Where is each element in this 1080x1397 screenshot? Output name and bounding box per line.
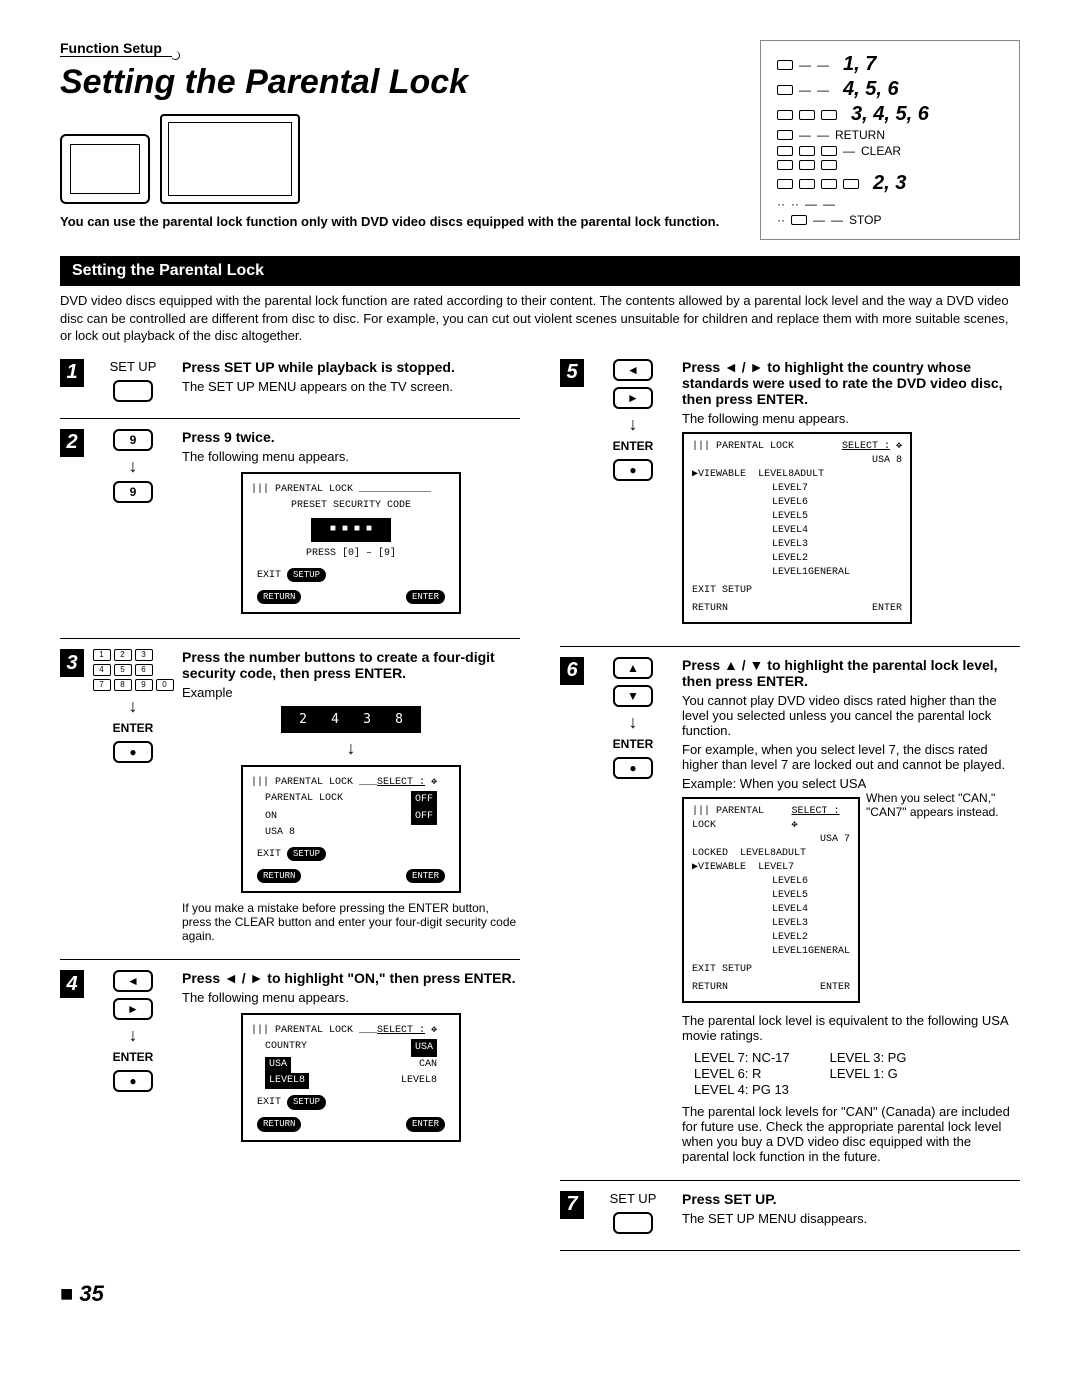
left-arrow-icon: ◄ xyxy=(113,970,153,992)
intro-text: DVD video discs equipped with the parent… xyxy=(60,292,1020,345)
step-number: 6 xyxy=(560,657,584,685)
step-6: 6 ▲ ▼ ↓ ENTER ● Press ▲ / ▼ to highlight… xyxy=(560,657,1020,1164)
step-instruction: Press SET UP while playback is stopped. xyxy=(182,359,520,375)
step-subtext: The following menu appears. xyxy=(182,990,520,1005)
step-subtext: The following menu appears. xyxy=(182,449,520,464)
enter-label: ENTER xyxy=(613,737,654,751)
step-subtext: The following menu appears. xyxy=(682,411,1020,426)
step-instruction: Press ▲ / ▼ to highlight the parental lo… xyxy=(682,657,1020,689)
arrow-down-icon: ↓ xyxy=(629,415,638,433)
step-text: For example, when you select level 7, th… xyxy=(682,742,1020,772)
menu-levels-viewable: ||| PARENTAL LOCKSELECT : ✥ USA 8 ▶VIEWA… xyxy=(682,432,912,624)
arrow-down-icon: ↓ xyxy=(129,1026,138,1044)
nine-button-icon: 9 xyxy=(113,429,153,451)
setup-label: SET UP xyxy=(110,359,157,374)
example-label: Example: When you select USA xyxy=(682,776,1020,791)
equiv-text: The parental lock level is equivalent to… xyxy=(682,1013,1020,1043)
section-label: Function Setup xyxy=(60,40,172,57)
step-instruction: Press SET UP. xyxy=(682,1191,1020,1207)
step-3: 3 123 456 7890 ↓ ENTER ● Press the numbe… xyxy=(60,649,520,943)
mistake-note: If you make a mistake before pressing th… xyxy=(182,901,520,943)
enter-button-icon: ● xyxy=(613,459,653,481)
code-example: 2438 xyxy=(281,706,421,733)
right-arrow-icon: ► xyxy=(613,387,653,409)
step-number: 4 xyxy=(60,970,84,998)
example-label: Example xyxy=(182,685,520,700)
step-2: 2 9 ↓ 9 Press 9 twice. The following men… xyxy=(60,429,520,622)
step-number: 5 xyxy=(560,359,584,387)
step-instruction: Press ◄ / ► to highlight "ON," then pres… xyxy=(182,970,520,986)
menu-parental-onoff: ||| PARENTAL LOCK ___SELECT : ✥ PARENTAL… xyxy=(241,765,461,893)
menu-preset-code: ||| PARENTAL LOCK ____________ PRESET SE… xyxy=(241,472,461,614)
numpad-icon: 123 456 7890 xyxy=(93,649,174,691)
nine-button-icon: 9 xyxy=(113,481,153,503)
step-text: You cannot play DVD video discs rated hi… xyxy=(682,693,1020,738)
header-note: You can use the parental lock function o… xyxy=(60,214,730,229)
enter-button-icon: ● xyxy=(113,1070,153,1092)
right-arrow-icon: ► xyxy=(113,998,153,1020)
can-annotation: When you select "CAN," "CAN7" appears in… xyxy=(866,791,1020,819)
ratings-table: LEVEL 7: NC-17 LEVEL 6: R LEVEL 4: PG 13… xyxy=(694,1049,1020,1098)
setup-label: SET UP xyxy=(610,1191,657,1206)
illustration xyxy=(60,114,730,204)
setup-button-icon xyxy=(613,1212,653,1234)
step-number: 7 xyxy=(560,1191,584,1219)
enter-button-icon: ● xyxy=(613,757,653,779)
step-4: 4 ◄ ► ↓ ENTER ● Press ◄ / ► to highlight… xyxy=(60,970,520,1149)
step-subtext: The SET UP MENU disappears. xyxy=(682,1211,1020,1226)
step-number: 1 xyxy=(60,359,84,387)
step-number: 3 xyxy=(60,649,84,677)
menu-country: ||| PARENTAL LOCK ___SELECT : ✥ COUNTRYU… xyxy=(241,1013,461,1141)
step-1: 1 SET UP Press SET UP while playback is … xyxy=(60,359,520,402)
left-arrow-icon: ◄ xyxy=(613,359,653,381)
enter-label: ENTER xyxy=(613,439,654,453)
enter-label: ENTER xyxy=(113,1050,154,1064)
page-title: Setting the Parental Lock xyxy=(60,63,730,102)
menu-levels-locked: ||| PARENTAL LOCKSELECT : ✥ USA 7 LOCKED… xyxy=(682,797,860,1003)
step-instruction: Press 9 twice. xyxy=(182,429,520,445)
up-arrow-icon: ▲ xyxy=(613,657,653,679)
enter-label: ENTER xyxy=(113,721,154,735)
arrow-down-icon: ↓ xyxy=(629,713,638,731)
step-subtext: The SET UP MENU appears on the TV screen… xyxy=(182,379,520,394)
step-7: 7 SET UP Press SET UP. The SET UP MENU d… xyxy=(560,1191,1020,1234)
down-arrow-icon: ▼ xyxy=(613,685,653,707)
can-note: The parental lock levels for "CAN" (Cana… xyxy=(682,1104,1020,1164)
step-5: 5 ◄ ► ↓ ENTER ● Press ◄ / ► to highlight… xyxy=(560,359,1020,630)
arrow-down-icon: ↓ xyxy=(182,739,520,757)
setup-button-icon xyxy=(113,380,153,402)
arrow-down-icon: ↓ xyxy=(129,457,138,475)
remote-reference: ——1, 7 ——4, 5, 6 3, 4, 5, 6 ——RETURN —CL… xyxy=(760,40,1020,240)
enter-button-icon: ● xyxy=(113,741,153,763)
step-number: 2 xyxy=(60,429,84,457)
page-number: 35 xyxy=(60,1281,1020,1307)
step-instruction: Press the number buttons to create a fou… xyxy=(182,649,520,681)
step-instruction: Press ◄ / ► to highlight the country who… xyxy=(682,359,1020,407)
section-bar: Setting the Parental Lock xyxy=(60,256,1020,286)
arrow-down-icon: ↓ xyxy=(129,697,138,715)
